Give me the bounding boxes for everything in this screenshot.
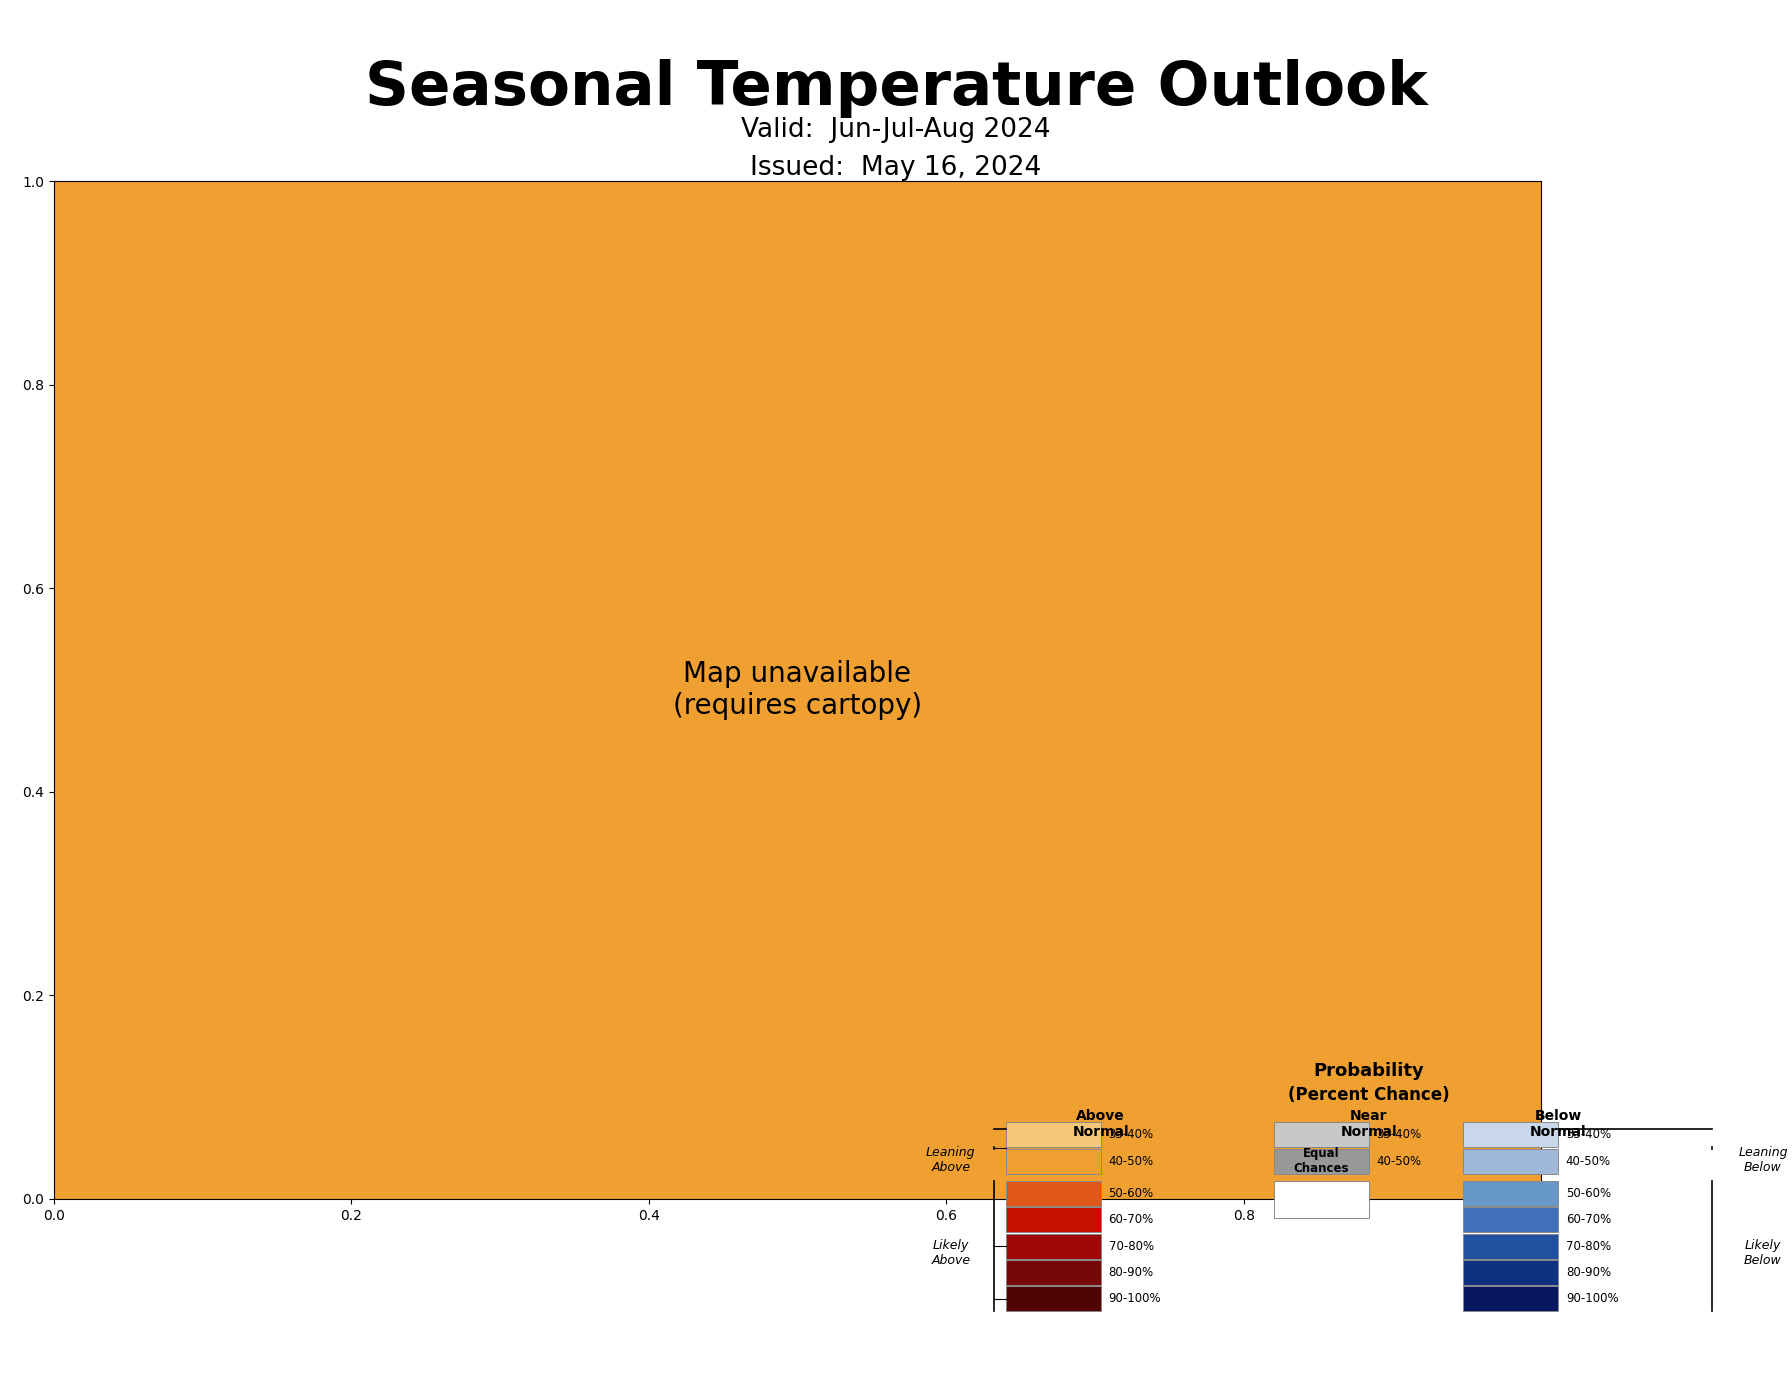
- Text: 50-60%: 50-60%: [1566, 1186, 1611, 1200]
- Text: Above
Normal: Above Normal: [1072, 1110, 1129, 1139]
- Text: Leaning
Below: Leaning Below: [1738, 1146, 1788, 1174]
- Text: 70-80%: 70-80%: [1566, 1239, 1611, 1253]
- Text: 40-50%: 40-50%: [1566, 1154, 1611, 1168]
- Text: 50-60%: 50-60%: [1109, 1186, 1154, 1200]
- Text: 33-40%: 33-40%: [1376, 1128, 1421, 1142]
- Bar: [1005, 1260, 1100, 1285]
- Text: Likely
Above: Likely Above: [932, 1239, 971, 1267]
- Bar: [1464, 1181, 1557, 1206]
- Bar: [1464, 1287, 1557, 1312]
- Text: 60-70%: 60-70%: [1109, 1213, 1154, 1227]
- Text: 70-80%: 70-80%: [1109, 1239, 1154, 1253]
- Bar: [1464, 1122, 1557, 1147]
- Text: 80-90%: 80-90%: [1109, 1266, 1154, 1278]
- Text: Leaning
Above: Leaning Above: [926, 1146, 975, 1174]
- Text: 60-70%: 60-70%: [1566, 1213, 1611, 1227]
- Text: 33-40%: 33-40%: [1566, 1128, 1611, 1142]
- Text: 40-50%: 40-50%: [1376, 1154, 1421, 1168]
- Text: Below
Normal: Below Normal: [1530, 1110, 1586, 1139]
- Bar: [1005, 1287, 1100, 1312]
- Text: 90-100%: 90-100%: [1109, 1292, 1161, 1305]
- Text: Likely
Below: Likely Below: [1744, 1239, 1781, 1267]
- Bar: [1464, 1260, 1557, 1285]
- Bar: [1274, 1149, 1369, 1174]
- Text: Map unavailable
(requires cartopy): Map unavailable (requires cartopy): [672, 659, 923, 721]
- Text: 80-90%: 80-90%: [1566, 1266, 1611, 1278]
- Bar: [1005, 1181, 1100, 1206]
- Text: 90-100%: 90-100%: [1566, 1292, 1618, 1305]
- Text: Valid:  Jun-Jul-Aug 2024: Valid: Jun-Jul-Aug 2024: [742, 117, 1050, 144]
- Bar: [1464, 1149, 1557, 1174]
- Text: Seasonal Temperature Outlook: Seasonal Temperature Outlook: [364, 59, 1428, 117]
- Text: (Percent Chance): (Percent Chance): [1288, 1086, 1450, 1104]
- Bar: [1464, 1234, 1557, 1259]
- Bar: [1005, 1207, 1100, 1232]
- Bar: [1274, 1181, 1369, 1217]
- Text: Issued:  May 16, 2024: Issued: May 16, 2024: [751, 155, 1041, 181]
- Text: Equal
Chances: Equal Chances: [1294, 1147, 1349, 1175]
- Bar: [1274, 1122, 1369, 1147]
- Text: Near
Normal: Near Normal: [1340, 1110, 1398, 1139]
- Text: Probability: Probability: [1314, 1062, 1425, 1080]
- Bar: [1005, 1122, 1100, 1147]
- Text: 40-50%: 40-50%: [1109, 1154, 1154, 1168]
- Bar: [1005, 1234, 1100, 1259]
- Bar: [1464, 1207, 1557, 1232]
- Text: 33-40%: 33-40%: [1109, 1128, 1154, 1142]
- Bar: [1005, 1149, 1100, 1174]
